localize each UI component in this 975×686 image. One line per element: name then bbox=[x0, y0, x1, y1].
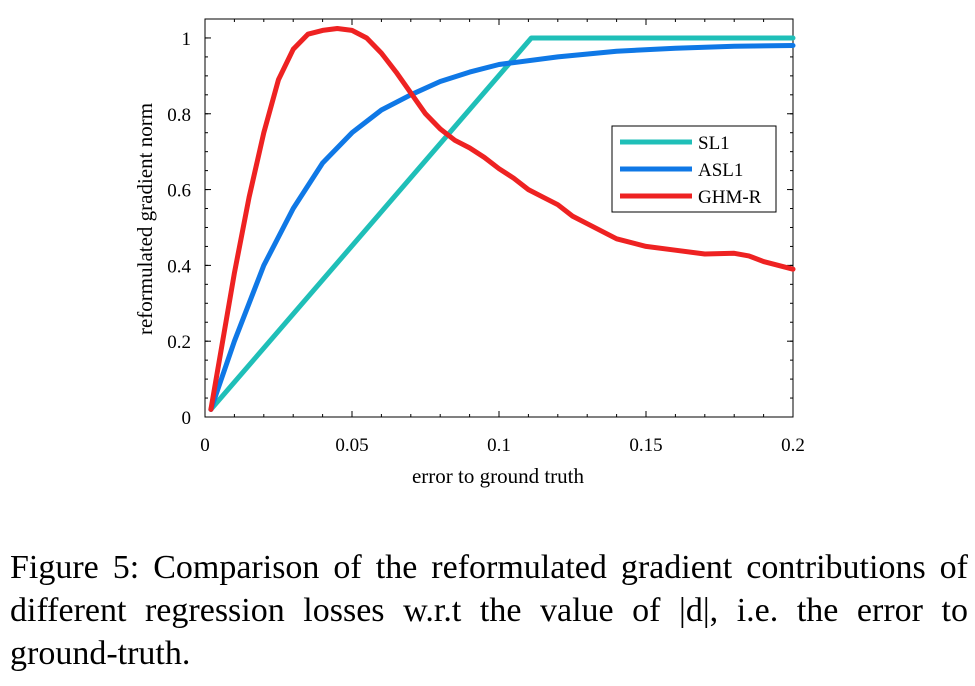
series-lines bbox=[208, 26, 796, 412]
chart: 0 0.05 0.1 0.15 0.2 0 0.2 0.4 0.6 0.8 1 SL1 ASL1 GHM… bbox=[133, 18, 805, 488]
y-tick-label: 0.2 bbox=[167, 332, 191, 353]
series-line-asl1 bbox=[208, 43, 796, 412]
y-tick-label: 0.4 bbox=[167, 256, 191, 277]
legend-label-asl1: ASL1 bbox=[698, 160, 743, 181]
x-tick-label: 0.15 bbox=[629, 435, 662, 456]
x-tick-label: 0 bbox=[200, 435, 210, 456]
figure-caption: Figure 5: Comparison of the reformulated… bbox=[10, 549, 968, 672]
legend-label-ghm-r: GHM-R bbox=[698, 187, 762, 208]
y-tick-label: 0.6 bbox=[167, 181, 191, 202]
legend: SL1 ASL1 GHM-R bbox=[611, 125, 777, 213]
series-line-ghm-r bbox=[208, 26, 796, 412]
x-tick-label: 0.2 bbox=[781, 435, 805, 456]
x-tick-label: 0.1 bbox=[487, 435, 511, 456]
axis-ticks: 0 0.05 0.1 0.15 0.2 0 0.2 0.4 0.6 0.8 1 bbox=[167, 19, 805, 456]
y-axis-label: reformulated gradient norm bbox=[133, 103, 157, 335]
y-tick-label: 0.8 bbox=[167, 105, 191, 126]
y-tick-label: 0 bbox=[182, 408, 192, 429]
y-tick-label: 1 bbox=[182, 29, 192, 50]
x-tick-label: 0.05 bbox=[335, 435, 368, 456]
legend-label-sl1: SL1 bbox=[698, 133, 730, 154]
series-line-sl1 bbox=[208, 35, 796, 412]
x-axis-label: error to ground truth bbox=[412, 464, 585, 488]
